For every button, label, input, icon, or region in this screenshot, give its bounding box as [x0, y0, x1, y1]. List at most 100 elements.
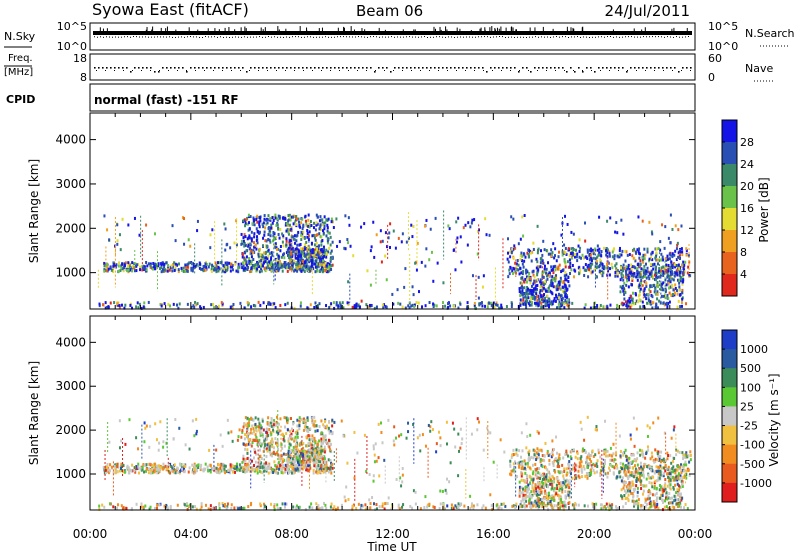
heatmap-cell: [591, 505, 594, 509]
heatmap-cell: [116, 465, 119, 469]
heatmap-cell: [639, 263, 642, 267]
heatmap-cell: [272, 230, 275, 234]
heatmap-cell: [274, 245, 277, 249]
heatmap-cell: [172, 263, 175, 267]
heatmap-cell: [654, 505, 657, 509]
heatmap-cell: [308, 247, 311, 251]
heatmap-cell: [182, 467, 185, 471]
heatmap-cell: [249, 442, 252, 446]
nsearch-dot: [469, 36, 470, 38]
heatmap-cell: [282, 452, 285, 456]
heatmap-cell: [204, 262, 207, 266]
heatmap-cell: [296, 269, 299, 273]
heatmap-cell: [656, 292, 659, 296]
heatmap-cell: [280, 456, 283, 460]
heatmap-cell: [559, 504, 562, 508]
heatmap-cell: [554, 299, 557, 303]
heatmap-cell: [204, 268, 207, 272]
nsearch-dot: [487, 36, 488, 38]
heatmap-cell: [659, 240, 662, 244]
heatmap-cell: [310, 451, 313, 455]
heatmap-cell: [253, 469, 256, 473]
nsearch-dot: [208, 36, 209, 38]
heatmap-cell: [306, 266, 309, 270]
heatmap-cell: [525, 271, 528, 275]
heatmap-cell: [664, 256, 667, 260]
heatmap-cell: [633, 502, 636, 506]
heatmap-cell: [251, 263, 254, 267]
heatmap-cell: [523, 259, 526, 263]
heatmap-cell: [237, 270, 240, 274]
heatmap-cell: [310, 447, 313, 451]
heatmap-cell: [621, 301, 624, 305]
heatmap-cell: [640, 267, 643, 271]
heatmap-cell: [668, 300, 671, 304]
heatmap-cell: [564, 277, 567, 281]
heatmap-cell: [540, 281, 543, 285]
heatmap-cell: [330, 264, 333, 268]
heatmap-cell: [260, 457, 263, 461]
heatmap-cell: [521, 277, 524, 281]
heatmap-cell: [676, 504, 679, 508]
heatmap-cell: [556, 284, 559, 288]
heatmap-cell: [583, 504, 586, 508]
heatmap-cell: [276, 471, 279, 475]
freq-dot: [662, 67, 664, 69]
heatmap-cell: [595, 502, 598, 506]
heatmap-cell: [198, 261, 201, 265]
heatmap-cell: [589, 263, 592, 267]
heatmap-cell: [229, 246, 232, 250]
heatmap-cell: [646, 247, 649, 251]
heatmap-cell: [248, 259, 251, 263]
heatmap-cell: [613, 254, 616, 258]
heatmap-cell: [613, 460, 616, 464]
heatmap-cell: [577, 503, 580, 507]
heatmap-cell: [474, 306, 477, 310]
heatmap-cell: [315, 213, 318, 217]
heatmap-cell: [314, 301, 317, 305]
freq-dot: [250, 67, 252, 69]
heatmap-cell: [656, 297, 659, 301]
heatmap-cell: [276, 217, 279, 221]
heatmap-cell: [303, 253, 306, 257]
heatmap-cell: [154, 506, 157, 510]
heatmap-cell: [668, 278, 671, 282]
heatmap-cell: [640, 271, 643, 275]
heatmap-cell: [293, 450, 296, 454]
freq-dot: [418, 67, 420, 69]
heatmap-cell: [550, 254, 553, 258]
heatmap-cell: [316, 215, 319, 219]
heatmap-cell: [597, 253, 600, 257]
heatmap-cell: [560, 270, 563, 274]
heatmap-cell: [107, 471, 110, 475]
heatmap-cell: [292, 455, 295, 459]
heatmap-cell: [546, 289, 549, 293]
heatmap-cell: [98, 304, 101, 308]
heatmap-cell: [180, 466, 183, 470]
heatmap-cell: [160, 266, 163, 270]
colorbar-segment: [722, 208, 737, 231]
heatmap-cell: [310, 254, 313, 258]
heatmap-cell: [309, 443, 312, 447]
freq-dot: [554, 67, 556, 69]
heatmap-cell: [266, 449, 269, 453]
heatmap-cell: [258, 458, 261, 462]
heatmap-cell: [326, 239, 329, 243]
heatmap-cell: [210, 303, 213, 307]
heatmap-cell: [382, 305, 385, 309]
heatmap-cell: [276, 443, 279, 447]
heatmap-cell: [622, 289, 625, 293]
heatmap-cell: [304, 214, 307, 218]
heatmap-cell: [564, 251, 567, 255]
heatmap-cell: [543, 299, 546, 303]
heatmap-cell: [561, 285, 564, 289]
heatmap-cell: [153, 470, 156, 474]
heatmap-cell: [242, 236, 245, 240]
heatmap-cell: [273, 503, 276, 507]
nsearch-dot: [571, 36, 572, 38]
heatmap-cell: [684, 503, 687, 507]
heatmap-cell: [250, 230, 253, 234]
heatmap-cell: [286, 227, 289, 231]
heatmap-cell: [255, 269, 258, 273]
heatmap-cell: [596, 244, 599, 248]
